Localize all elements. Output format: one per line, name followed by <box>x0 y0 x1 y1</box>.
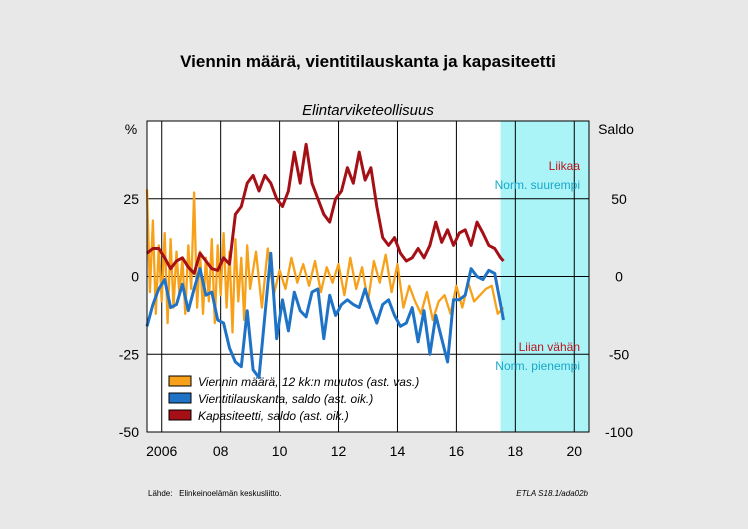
chart-code: ETLA S18.1/ada02b <box>516 489 588 498</box>
legend-label: Viennin määrä, 12 kk:n muutos (ast. vas.… <box>198 375 419 389</box>
y-left-tick-label: 25 <box>123 191 139 207</box>
x-tick-label: 20 <box>566 443 582 459</box>
x-tick-label: 16 <box>449 443 465 459</box>
x-tick-label: 14 <box>390 443 406 459</box>
left-axis-unit: % <box>125 121 137 137</box>
chart-title: Viennin määrä, vientitilauskanta ja kapa… <box>180 52 556 71</box>
y-right-tick-label: -50 <box>609 346 629 362</box>
y-left-tick-label: 0 <box>131 269 139 285</box>
plot-border <box>146 120 590 433</box>
y-right-tick-label: -100 <box>605 424 633 440</box>
y-left-tick-label: -50 <box>119 424 139 440</box>
source-note: Lähde: Elinkeinoelämän keskusliitto. <box>148 489 281 498</box>
y-right-tick-label: 50 <box>611 191 627 207</box>
axis-labels: 2006 08 10 12 14 16 18 20 -50 -100 -25 -50 0 0 25 50 <box>119 191 633 459</box>
annotation-upper-cyan: Norm. suurempi <box>495 178 580 192</box>
x-tick-label: 08 <box>213 443 229 459</box>
series-layer <box>145 142 505 380</box>
legend-swatch <box>168 409 192 421</box>
legend-label: Kapasiteetti, saldo (ast. oik.) <box>198 409 349 423</box>
annotation-lower-cyan: Norm. pienempi <box>495 359 580 373</box>
chart-subtitle: Elintarviketeollisuus <box>302 102 434 119</box>
series-line-export-order-book <box>145 251 505 380</box>
right-axis-unit: Saldo <box>598 121 634 137</box>
x-tick-label: 2006 <box>146 443 177 459</box>
x-tick-label: 12 <box>331 443 347 459</box>
annotation-lower-red: Liian vähän <box>519 340 580 354</box>
legend-swatch <box>168 375 192 387</box>
x-tick-label: 18 <box>508 443 524 459</box>
x-tick-label: 10 <box>272 443 288 459</box>
legend: Viennin määrä, 12 kk:n muutos (ast. vas.… <box>168 375 419 423</box>
legend-label: Vientitilauskanta, saldo (ast. oik.) <box>198 392 373 406</box>
y-right-tick-label: 0 <box>615 269 623 285</box>
y-left-tick-label: -25 <box>119 346 139 362</box>
series-line-capacity <box>146 142 505 275</box>
legend-swatch <box>168 392 192 404</box>
annotation-upper-red: Liikaa <box>549 159 581 173</box>
